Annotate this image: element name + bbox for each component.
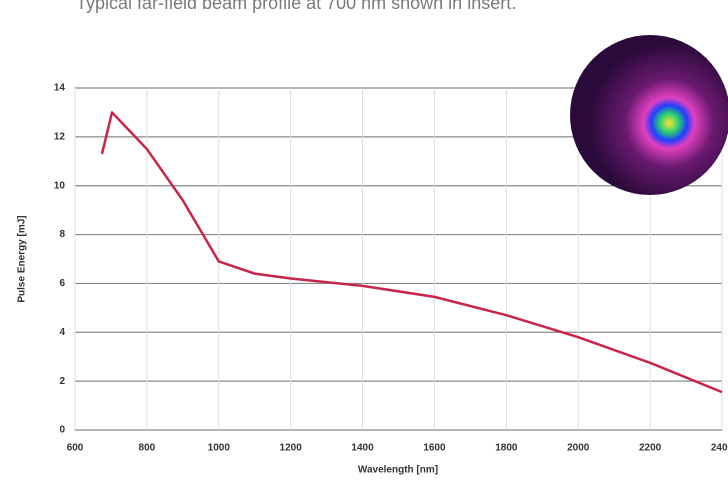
- x-tick-label: 1000: [208, 443, 231, 454]
- x-tick-label: 800: [139, 443, 156, 454]
- x-tick-label: 1200: [280, 443, 303, 454]
- y-tick-label: 12: [54, 131, 66, 142]
- x-tick-label: 1400: [351, 443, 374, 454]
- y-tick-label: 2: [59, 376, 65, 387]
- beam-profile-insert: [570, 35, 728, 195]
- x-tick-label: 1800: [495, 443, 518, 454]
- y-axis-label: Pulse Energy [mJ]: [17, 215, 28, 302]
- x-tick-label: 600: [67, 443, 84, 454]
- x-tick-label: 2400: [711, 443, 728, 454]
- y-tick-label: 4: [59, 327, 65, 338]
- x-tick-label: 1600: [423, 443, 446, 454]
- caption: Typical far-field beam profile at 700 nm…: [76, 0, 517, 13]
- data-line: [100, 111, 723, 394]
- y-tick-label: 6: [59, 278, 65, 289]
- x-axis-label: Wavelength [nm]: [358, 465, 438, 476]
- x-tick-label: 2000: [567, 443, 590, 454]
- y-tick-label: 10: [54, 180, 66, 191]
- y-tick-label: 0: [59, 425, 65, 436]
- y-tick-label: 14: [54, 83, 66, 94]
- x-tick-label: 2200: [639, 443, 662, 454]
- y-tick-label: 8: [59, 229, 65, 240]
